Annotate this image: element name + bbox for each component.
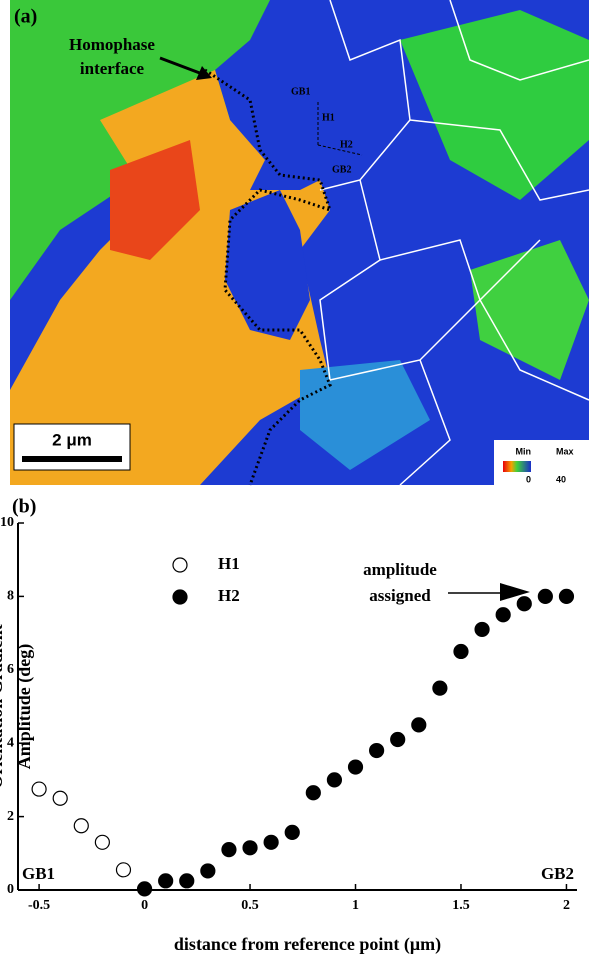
data-point bbox=[158, 873, 174, 889]
colorbar-label: Max bbox=[556, 446, 574, 456]
legend-marker bbox=[172, 589, 188, 605]
scale-bar-label: 2 μm bbox=[52, 430, 92, 449]
legend-marker bbox=[172, 557, 188, 573]
annotation: interface bbox=[80, 59, 145, 78]
data-point bbox=[432, 680, 448, 696]
data-point bbox=[390, 731, 406, 748]
colorbar bbox=[503, 461, 531, 472]
annotation: Homophase bbox=[69, 35, 155, 54]
data-point bbox=[305, 785, 321, 801]
data-point bbox=[115, 862, 132, 878]
data-point bbox=[369, 742, 385, 759]
y-tick-label: 2 bbox=[7, 809, 14, 824]
grain-boundaries bbox=[319, 0, 589, 486]
x-tick-label: -0.5 bbox=[28, 898, 50, 913]
colorbar-tick: 40 bbox=[556, 474, 566, 484]
data-point bbox=[52, 790, 68, 806]
teal-grain bbox=[300, 360, 430, 470]
y-axis-label: Orientation Gradient bbox=[0, 624, 6, 789]
annotation: assigned bbox=[369, 586, 431, 605]
data-point bbox=[453, 643, 469, 660]
y-tick-label: 10 bbox=[0, 515, 14, 530]
data-point bbox=[263, 834, 279, 850]
scale-bar bbox=[22, 456, 122, 462]
orientation-map: (a) Homophase interface GB1 H1 H2 GB2 2 … bbox=[10, 0, 589, 486]
y-tick-label: 6 bbox=[7, 662, 14, 677]
x-tick-label: 0.5 bbox=[241, 898, 259, 913]
marker-label: H1 bbox=[322, 112, 335, 123]
data-point bbox=[200, 863, 216, 879]
data-point bbox=[94, 834, 110, 850]
scale-bar-box bbox=[13, 423, 131, 471]
marker-label: H2 bbox=[340, 139, 353, 150]
data-point bbox=[347, 759, 364, 775]
arrow-head bbox=[196, 66, 212, 80]
x-axis-label: distance from reference point (μm) bbox=[174, 934, 441, 955]
green-grain bbox=[400, 10, 589, 200]
data-point bbox=[136, 881, 153, 897]
annotation-arrow-head bbox=[500, 583, 530, 601]
data-point bbox=[537, 588, 553, 605]
legend-label: H1 bbox=[218, 554, 240, 573]
x-tick-label: 0 bbox=[141, 898, 148, 913]
data-point bbox=[495, 607, 511, 623]
marker-label: GB2 bbox=[332, 164, 351, 175]
orange-region bbox=[10, 70, 330, 485]
blue-grain bbox=[225, 190, 310, 340]
annotation: GB1 bbox=[22, 864, 55, 883]
data-point bbox=[474, 621, 490, 638]
data-point bbox=[242, 840, 258, 856]
data-point bbox=[179, 873, 195, 889]
x-tick-label: 1 bbox=[352, 898, 359, 913]
h2-line bbox=[317, 144, 363, 156]
data-point bbox=[558, 588, 575, 605]
colorbar-tick: 0 bbox=[526, 474, 531, 484]
data-point bbox=[73, 818, 89, 834]
data-point bbox=[326, 772, 343, 788]
panel-label: (b) bbox=[12, 496, 36, 518]
legend-label: H2 bbox=[218, 586, 240, 605]
y-tick-label: 4 bbox=[7, 735, 14, 750]
marker-label: GB1 bbox=[291, 86, 310, 97]
y-axis-label: Amplitude (deg) bbox=[14, 644, 35, 770]
green-grain bbox=[470, 240, 589, 380]
x-tick-label: 1.5 bbox=[452, 898, 470, 913]
red-region bbox=[110, 140, 200, 260]
x-tick-label: 2 bbox=[563, 898, 570, 913]
data-point bbox=[411, 717, 427, 733]
annotation: amplitude bbox=[363, 560, 437, 579]
y-tick-label: 8 bbox=[7, 589, 14, 604]
y-tick-label: 0 bbox=[7, 882, 14, 897]
homophase-interface-line bbox=[204, 68, 333, 486]
data-point bbox=[284, 824, 300, 840]
data-point bbox=[31, 781, 47, 797]
data-point bbox=[516, 596, 532, 612]
interface-arrow bbox=[159, 56, 206, 77]
colorbar-label: Min bbox=[516, 446, 532, 456]
data-point bbox=[221, 842, 237, 858]
annotation: GB2 bbox=[541, 864, 574, 883]
panel-label: (a) bbox=[14, 6, 37, 28]
